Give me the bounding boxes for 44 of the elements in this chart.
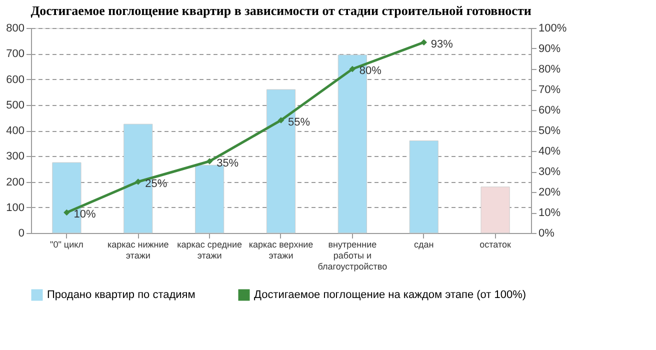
bar	[409, 140, 438, 234]
chart-title: Достигаемое поглощение квартир в зависимости от стадии строительной готовности	[30, 3, 532, 18]
x-tick-label: сдан	[414, 240, 434, 250]
data-label: 93%	[430, 38, 454, 50]
data-label: 10%	[74, 208, 96, 220]
y2-tick-label: 20%	[538, 186, 561, 198]
x-tick-label: каркас нижние этажи	[107, 240, 169, 260]
y-tick-label: 600	[6, 74, 24, 86]
y2-tick-label: 80%	[538, 64, 561, 76]
x-tick-label: "0" цикл	[50, 240, 84, 250]
y2-tick-label: 70%	[538, 84, 561, 96]
legend-label: Достигаемое поглощение на каждом этапе (от 100%)	[254, 289, 526, 301]
y2-tick-label: 0%	[538, 228, 555, 240]
bar	[480, 186, 510, 234]
y2-tick-label: 10%	[538, 207, 561, 219]
y2-tick-label: 60%	[538, 104, 561, 116]
y-tick-label: 100	[6, 202, 24, 214]
y-tick-label: 700	[6, 48, 24, 60]
y-tick-label: 500	[6, 99, 24, 112]
y2-tick-label: 90%	[538, 43, 561, 55]
point	[278, 117, 284, 124]
point	[64, 209, 70, 216]
y-tick-label: 0	[18, 228, 24, 240]
x-tick-label: внутренние работы и благоустройство	[318, 240, 388, 272]
point	[206, 158, 213, 164]
y-tick-label: 200	[6, 176, 24, 188]
y-tick-label: 300	[6, 150, 24, 163]
data-label: 80%	[359, 65, 382, 77]
x-tick-label: каркас средние этажи	[177, 240, 242, 260]
data-label: 55%	[288, 116, 310, 128]
y-tick-label: 800	[6, 22, 24, 34]
y-tick-label: 400	[6, 125, 24, 137]
y2-tick-label: 40%	[538, 146, 561, 158]
data-label: 35%	[216, 157, 239, 170]
point	[134, 178, 142, 185]
y2-tick-label: 100%	[538, 22, 567, 34]
point	[349, 66, 356, 72]
legend-label: Продано квартир по стадиям	[47, 289, 196, 301]
x-tick-label: остаток	[480, 240, 511, 250]
x-tick-label: каркас верхние этажи	[248, 240, 314, 260]
y2-tick-label: 50%	[538, 125, 561, 137]
y2-tick-label: 30%	[538, 166, 561, 178]
data-label: 25%	[145, 178, 168, 190]
point	[420, 39, 428, 46]
